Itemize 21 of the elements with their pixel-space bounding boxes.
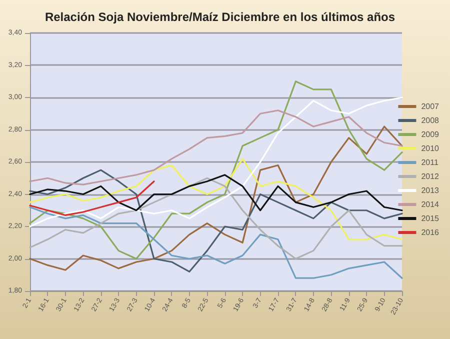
legend-label: 2014 xyxy=(421,200,440,209)
line-series xyxy=(29,206,403,279)
line-series xyxy=(29,126,403,271)
legend-label: 2008 xyxy=(421,116,440,125)
line-series xyxy=(29,180,155,216)
legend-label: 2009 xyxy=(421,130,440,139)
line-series xyxy=(29,174,403,212)
legend-label: 2010 xyxy=(421,144,440,153)
line-series xyxy=(29,96,403,228)
legend-label: 2013 xyxy=(421,186,440,195)
line-series xyxy=(29,169,403,272)
legend-label: 2012 xyxy=(421,172,440,181)
chart-title: Relación Soja Noviembre/Maíz Diciembre en los últimos años xyxy=(44,10,396,24)
line-series xyxy=(29,80,403,260)
legend-label: 2011 xyxy=(421,158,439,167)
line-series xyxy=(29,110,403,186)
line-series xyxy=(29,158,403,240)
legend-label: 2015 xyxy=(421,214,440,223)
line-series xyxy=(29,177,403,260)
legend-label: 2016 xyxy=(421,228,440,237)
legend-label: 2007 xyxy=(421,102,440,111)
